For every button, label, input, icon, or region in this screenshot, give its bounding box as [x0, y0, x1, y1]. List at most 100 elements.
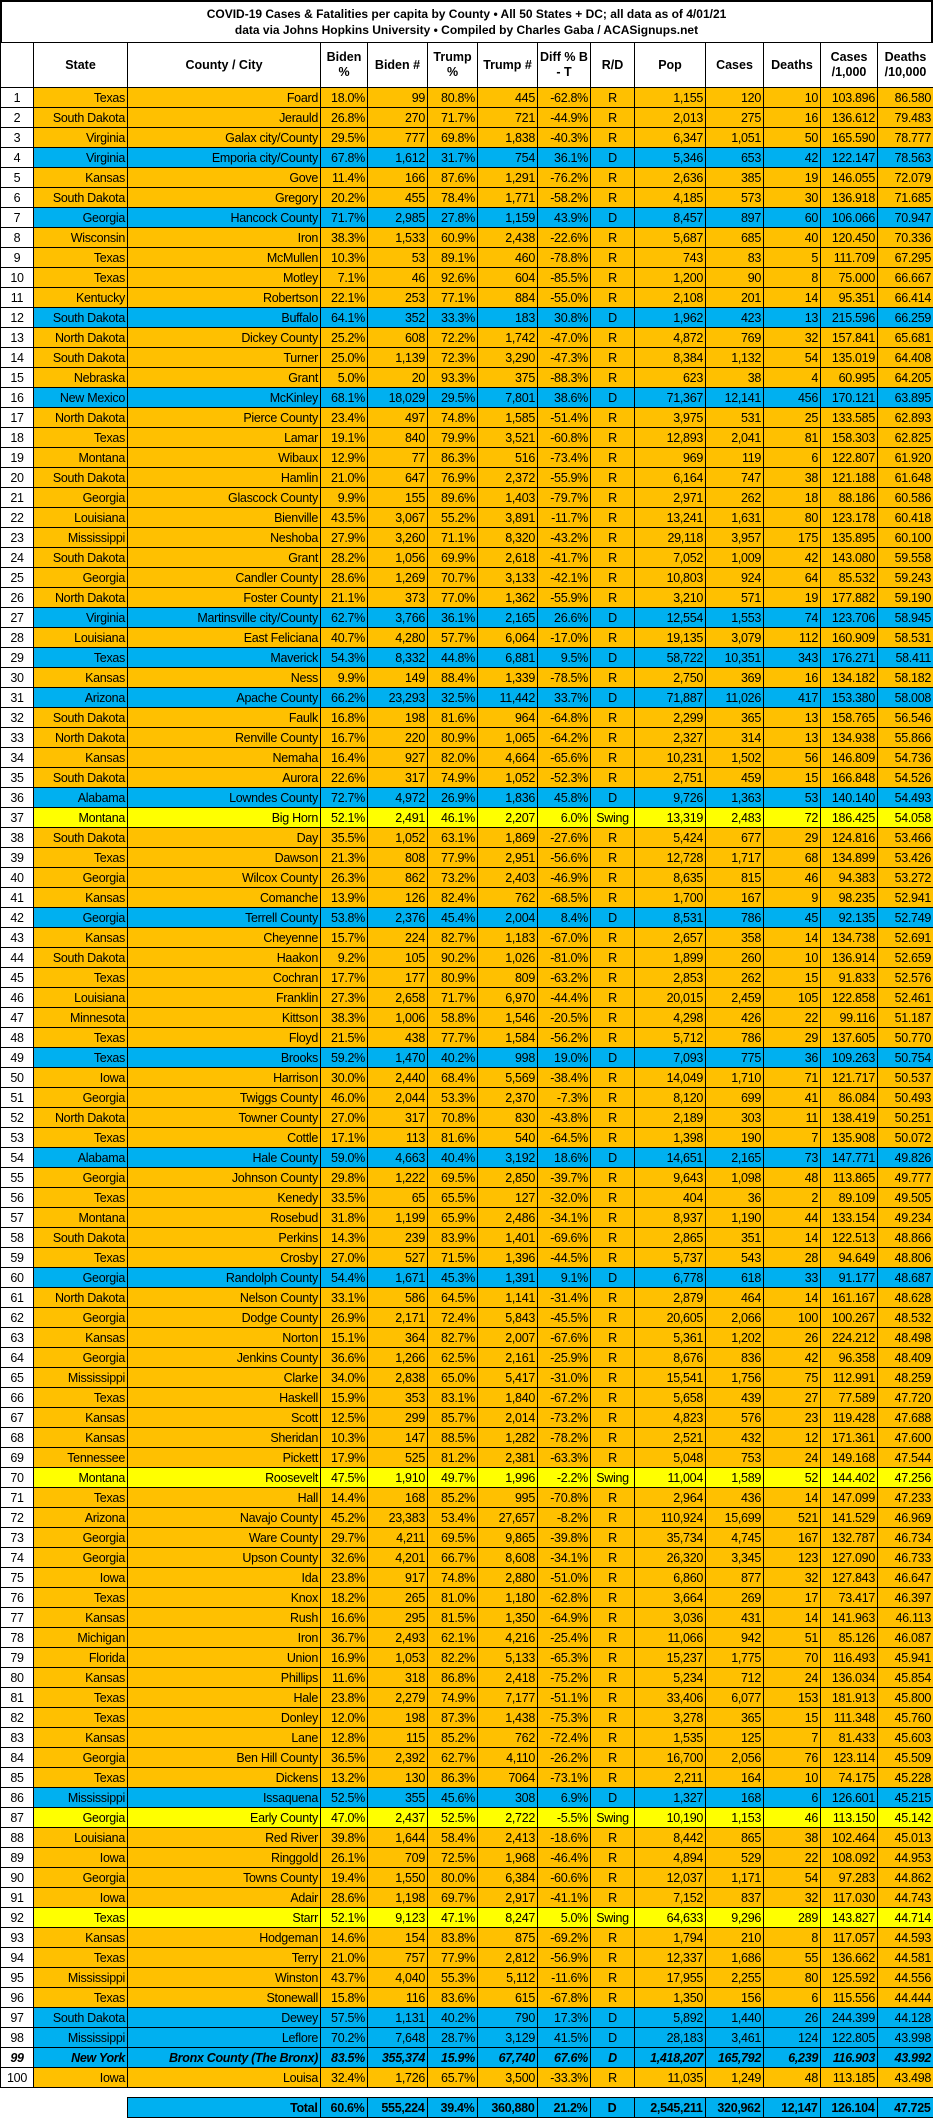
cell-trump-pct: 74.9%	[427, 1687, 478, 1708]
cell-trump-pct: 57.7%	[427, 627, 478, 648]
cell-biden-pct: 43.7%	[320, 1967, 368, 1988]
cell-cases-per-1000: 166.848	[820, 767, 878, 788]
cell-deaths-per-10000: 45.854	[877, 1667, 933, 1688]
cell-biden-votes: 318	[367, 1667, 428, 1688]
cell-row-number: 57	[0, 1207, 34, 1228]
cell-row-number: 59	[0, 1247, 34, 1268]
cell-biden-votes: 2,376	[367, 907, 428, 928]
cell-cases-per-1000: 98.235	[820, 887, 878, 908]
cell-deaths-per-10000: 66.259	[877, 307, 933, 328]
table-row: 80 Kansas Phillips 11.6% 318 86.8% 2,418 -75.2%…	[0, 1667, 933, 1688]
cell-trump-votes: 790	[477, 2007, 538, 2028]
cell-state: Georgia	[33, 1347, 128, 1368]
cell-population: 5,361	[634, 1327, 706, 1348]
cell-biden-votes: 20	[367, 367, 428, 388]
cell-deaths: 4	[763, 367, 821, 388]
cell-state: Mississippi	[33, 1367, 128, 1388]
cell-row-number: 2	[0, 107, 34, 128]
cell-county: Neshoba	[127, 527, 321, 548]
cell-county: Early County	[127, 1807, 321, 1828]
cell-trump-pct: 76.9%	[427, 467, 478, 488]
cell-biden-pct: 68.1%	[320, 387, 368, 408]
cell-party: Swing	[590, 1807, 635, 1828]
cell-deaths: 48	[763, 1167, 821, 1188]
column-header-party: R/D	[590, 42, 635, 88]
cell-diff-pct: 8.4%	[537, 907, 591, 928]
cell-trump-votes: 183	[477, 307, 538, 328]
cell-state: Virginia	[33, 127, 128, 148]
cell-cases: 747	[705, 467, 764, 488]
cell-party: R	[590, 1987, 635, 2008]
cell-cases-per-1000: 106.066	[820, 207, 878, 228]
cell-cases-per-1000: 116.903	[820, 2047, 878, 2068]
cell-deaths: 28	[763, 1247, 821, 1268]
cell-state: Texas	[33, 1687, 128, 1708]
cell-state: Iowa	[33, 1567, 128, 1588]
cell-biden-pct: 47.0%	[320, 1807, 368, 1828]
cell-deaths: 6	[763, 447, 821, 468]
cell-trump-pct: 62.7%	[427, 1747, 478, 1768]
cell-deaths: 18	[763, 487, 821, 508]
cell-cases-per-1000: 116.493	[820, 1647, 878, 1668]
cell-state: Georgia	[33, 907, 128, 928]
cell-row-number: 55	[0, 1167, 34, 1188]
cell-party: D	[590, 2007, 635, 2028]
cell-state: Tennessee	[33, 1447, 128, 1468]
cell-county: Lowndes County	[127, 787, 321, 808]
cell-deaths-per-10000: 64.408	[877, 347, 933, 368]
cell-biden-votes: 525	[367, 1447, 428, 1468]
table-row: 46 Louisiana Franklin 27.3% 2,658 71.7% 6,970-…	[0, 987, 933, 1008]
table-row: 22 Louisiana Bienville 43.5% 3,067 55.2% 3,891…	[0, 507, 933, 528]
cell-county: Navajo County	[127, 1507, 321, 1528]
cell-trump-pct: 45.6%	[427, 1787, 478, 1808]
cell-state: South Dakota	[33, 107, 128, 128]
cell-row-number: 33	[0, 727, 34, 748]
cell-cases-per-1000: 117.030	[820, 1887, 878, 1908]
column-header-county: County / City	[127, 42, 321, 88]
table-row: 4 Virginia Emporia city/County 67.8% 1,612 31…	[0, 147, 933, 168]
cell-deaths: 5	[763, 247, 821, 268]
cell-state: Kansas	[33, 167, 128, 188]
cell-diff-pct: -73.2%	[537, 1407, 591, 1428]
cell-party: R	[590, 367, 635, 388]
cell-party: R	[590, 1747, 635, 1768]
cell-cases: 15,699	[705, 1507, 764, 1528]
column-header-trump-votes: Trump #	[477, 42, 538, 88]
cell-population: 3,664	[634, 1587, 706, 1608]
cell-cases-per-1000: 92.135	[820, 907, 878, 928]
cell-trump-pct: 82.7%	[427, 927, 478, 948]
cell-trump-votes: 5,569	[477, 1067, 538, 1088]
cell-row-number: 92	[0, 1907, 34, 1928]
cell-cases-per-1000: 141.963	[820, 1607, 878, 1628]
cell-county: Rosebud	[127, 1207, 321, 1228]
cell-cases: 1,363	[705, 787, 764, 808]
cell-row-number: 78	[0, 1627, 34, 1648]
cell-biden-pct: 12.8%	[320, 1727, 368, 1748]
table-row: 50 Iowa Harrison 30.0% 2,440 68.4% 5,569 -38.4%…	[0, 1067, 933, 1088]
cell-trump-pct: 40.4%	[427, 1147, 478, 1168]
cell-biden-pct: 22.1%	[320, 287, 368, 308]
cell-county: Sheridan	[127, 1427, 321, 1448]
cell-trump-pct: 53.3%	[427, 1087, 478, 1108]
cell-cases-per-1000: 146.809	[820, 747, 878, 768]
cell-diff-pct: -5.5%	[537, 1807, 591, 1828]
cell-biden-pct: 28.6%	[320, 1887, 368, 1908]
cell-trump-votes: 5,112	[477, 1967, 538, 1988]
cell-cases: 38	[705, 367, 764, 388]
cell-trump-votes: 1,546	[477, 1007, 538, 1028]
cell-deaths-per-10000: 46.734	[877, 1527, 933, 1548]
cell-deaths-per-10000: 58.182	[877, 667, 933, 688]
cell-state: Kansas	[33, 1727, 128, 1748]
cell-state: Texas	[33, 647, 128, 668]
table-row: 39 Texas Dawson 21.3% 808 77.9% 2,951 -56.6% R 12…	[0, 847, 933, 868]
cell-party: R	[590, 1027, 635, 1048]
column-header-biden-pct: Biden %	[320, 42, 368, 88]
cell-trump-votes: 6,064	[477, 627, 538, 648]
cell-trump-votes: 127	[477, 1187, 538, 1208]
cell-cases: 1,631	[705, 507, 764, 528]
cell-trump-pct: 83.9%	[427, 1227, 478, 1248]
cell-cases-per-1000: 127.843	[820, 1567, 878, 1588]
cell-party: R	[590, 507, 635, 528]
cell-population: 8,442	[634, 1827, 706, 1848]
cell-state: Iowa	[33, 1847, 128, 1868]
